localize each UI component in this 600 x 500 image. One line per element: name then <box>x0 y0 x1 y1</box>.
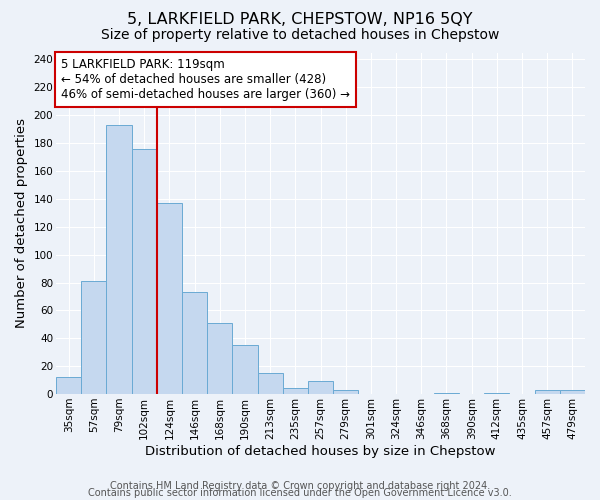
Text: Contains HM Land Registry data © Crown copyright and database right 2024.: Contains HM Land Registry data © Crown c… <box>110 481 490 491</box>
Y-axis label: Number of detached properties: Number of detached properties <box>15 118 28 328</box>
Bar <box>535 390 560 394</box>
Bar <box>484 392 509 394</box>
Bar <box>333 390 358 394</box>
Bar <box>434 392 459 394</box>
Bar <box>560 390 585 394</box>
Bar <box>56 378 81 394</box>
Bar <box>308 382 333 394</box>
Text: Size of property relative to detached houses in Chepstow: Size of property relative to detached ho… <box>101 28 499 42</box>
Bar <box>257 373 283 394</box>
Bar <box>106 125 131 394</box>
Text: 5 LARKFIELD PARK: 119sqm
← 54% of detached houses are smaller (428)
46% of semi-: 5 LARKFIELD PARK: 119sqm ← 54% of detach… <box>61 58 350 100</box>
Bar <box>131 148 157 394</box>
Bar <box>207 323 232 394</box>
X-axis label: Distribution of detached houses by size in Chepstow: Distribution of detached houses by size … <box>145 444 496 458</box>
Bar <box>232 345 257 394</box>
Bar <box>182 292 207 394</box>
Bar <box>81 281 106 394</box>
Text: 5, LARKFIELD PARK, CHEPSTOW, NP16 5QY: 5, LARKFIELD PARK, CHEPSTOW, NP16 5QY <box>127 12 473 28</box>
Bar <box>157 203 182 394</box>
Text: Contains public sector information licensed under the Open Government Licence v3: Contains public sector information licen… <box>88 488 512 498</box>
Bar <box>283 388 308 394</box>
